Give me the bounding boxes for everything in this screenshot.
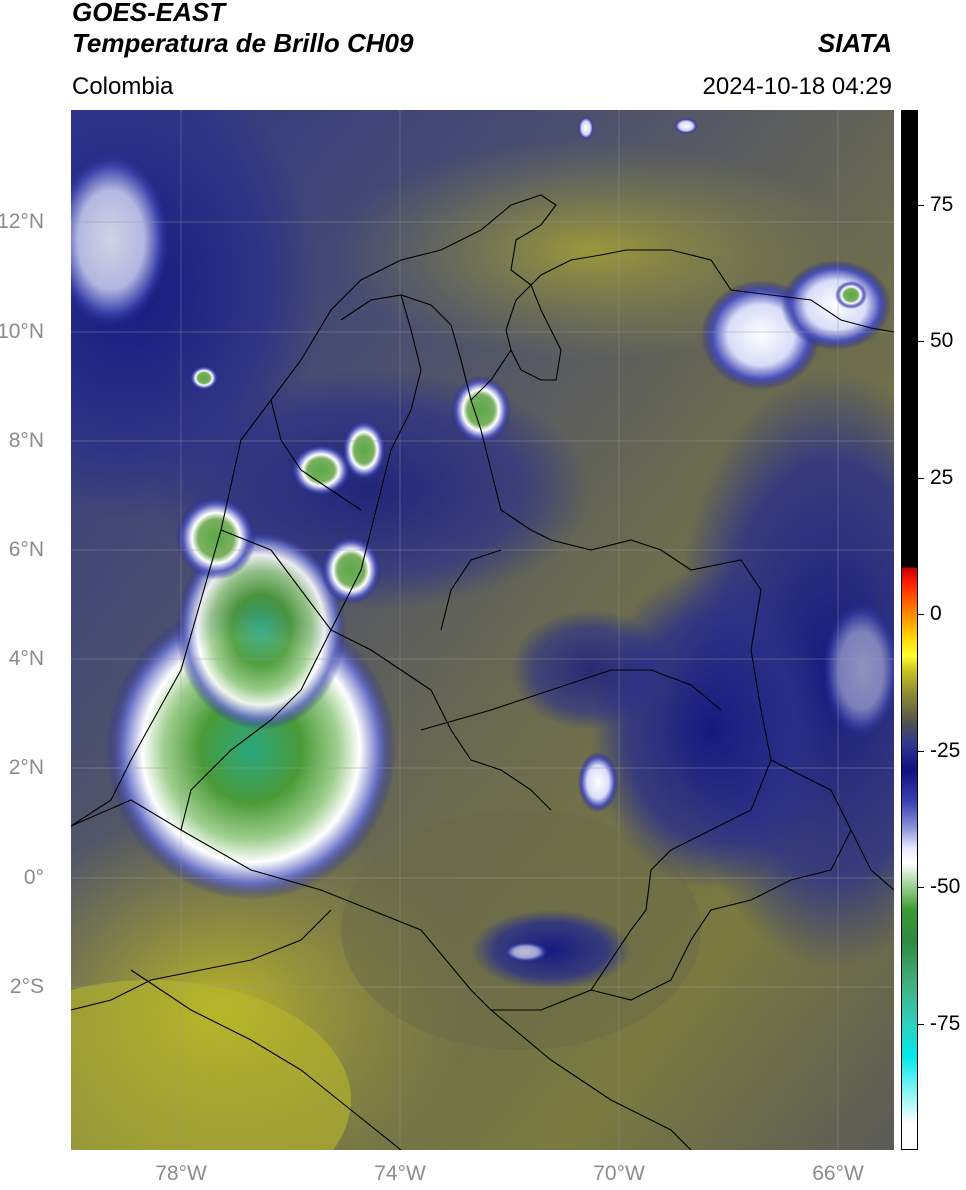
satellite-map[interactable] [71,110,894,1150]
lat-label-6n: 6°N [8,538,44,561]
lat-label-4n: 4°N [8,647,44,670]
title-satellite: GOES-EAST [72,0,226,27]
lat-label-12n: 12°N [0,210,44,233]
lon-label-70w: 70°W [593,1162,645,1185]
lat-label-8n: 8°N [8,429,44,452]
colorbar-label-minus50: -50 [930,875,961,898]
datetime-label: 2024-10-18 04:29 [702,73,893,100]
colorbar-tick [918,341,924,342]
lat-label-2n: 2°N [8,756,44,779]
title-product: Temperatura de Brillo CH09 [72,28,414,58]
colorbar-tick [918,205,924,206]
graticule [71,110,894,1150]
region-label: Colombia [72,73,174,100]
colorbar-tick [918,751,924,752]
boundaries [71,194,894,1150]
colorbar [901,110,918,1150]
lon-label-66w: 66°W [812,1162,864,1185]
colorbar-label-0: 0 [930,602,942,625]
storm-northeast-2 [781,260,891,350]
organization-label: SIATA [817,28,892,58]
colorbar-label-75: 75 [930,193,954,216]
colorbar-tick [918,1024,924,1025]
colorbar-label-minus25: -25 [930,739,961,762]
colorbar-label-50: 50 [930,329,954,352]
map-canvas [71,110,894,1150]
colorbar-label-minus75: -75 [930,1012,961,1035]
colorbar-label-25: 25 [930,466,954,489]
lat-label-2s: 2°S [9,975,44,998]
lat-label-10n: 10°N [0,320,44,343]
colorbar-tick [918,887,924,888]
colorbar-tick [918,614,924,615]
lon-label-74w: 74°W [374,1162,426,1185]
colorbar-tick [918,478,924,479]
lat-label-0: 0° [23,866,44,889]
lon-label-78w: 78°W [155,1162,207,1185]
